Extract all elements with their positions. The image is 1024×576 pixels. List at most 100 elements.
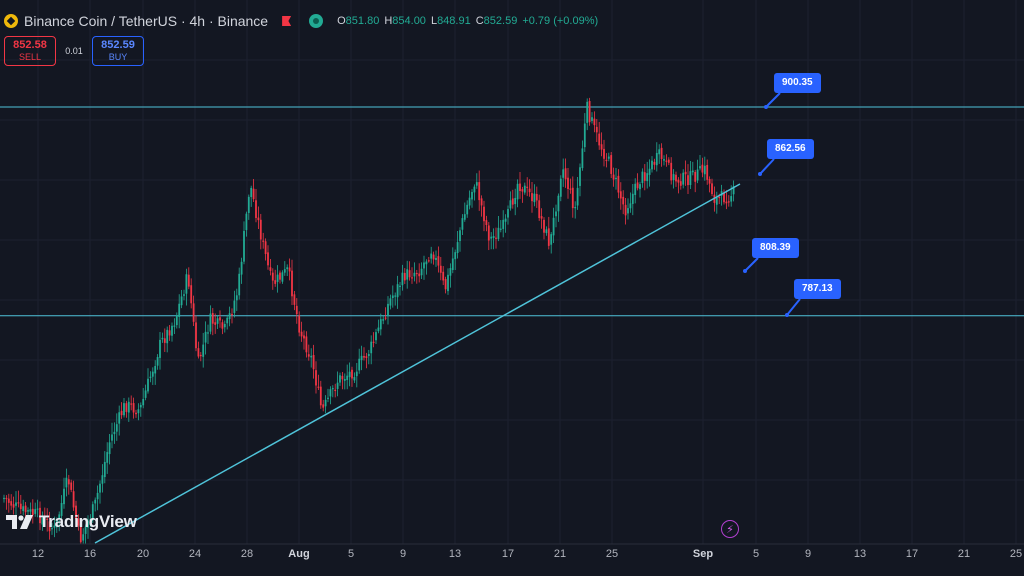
candle-body (159, 339, 161, 358)
candle-body (24, 505, 27, 513)
candle-body (113, 431, 116, 435)
candle-body (267, 252, 269, 266)
candle-body (394, 295, 397, 297)
candle-body (5, 497, 8, 500)
candle-body (334, 389, 337, 392)
candle-body (540, 216, 543, 219)
ohlc-values: O851.80 H854.00 L848.91 C852.59 +0.79 (+… (337, 15, 599, 27)
candle-body (43, 516, 46, 519)
candle-body (89, 518, 92, 522)
candle-body (53, 525, 56, 528)
candle-body (459, 230, 461, 242)
candle-body (401, 272, 404, 286)
symbol-title[interactable]: Binance Coin / TetherUS · 4h · Binance (24, 13, 269, 29)
candle-body (331, 387, 334, 390)
level-anchor-dot (743, 269, 747, 273)
candle-body (694, 171, 697, 182)
watermark-text: TradingView (39, 512, 137, 531)
candle-body (322, 404, 325, 408)
candle-body (732, 186, 735, 195)
candle-body (3, 497, 5, 500)
level-label-862[interactable]: 862.56 (767, 139, 814, 159)
buy-button[interactable]: 852.59 BUY (92, 36, 144, 66)
candle-body (439, 265, 442, 273)
candle-body (55, 519, 58, 528)
candle-body (315, 370, 317, 386)
market-status-icon[interactable] (309, 14, 324, 28)
candle-body (279, 272, 281, 280)
candle-body (163, 338, 166, 343)
candle-body (118, 412, 121, 424)
time-axis-tick: 12 (31, 548, 45, 560)
lightning-icon[interactable]: ⚡ (721, 520, 739, 538)
time-axis-tick: 16 (83, 548, 97, 560)
candle-body (569, 188, 572, 190)
candle-body (252, 188, 255, 200)
candle-body (550, 234, 553, 245)
candle-body (101, 475, 104, 484)
level-label-808[interactable]: 808.39 (752, 238, 799, 258)
candle-body (663, 159, 665, 161)
candle-body (629, 203, 632, 209)
candle-body (531, 193, 533, 202)
candle-body (243, 230, 245, 262)
candle-body (300, 331, 303, 337)
candle-body (507, 209, 509, 218)
candle-body (701, 164, 704, 173)
candle-body (689, 171, 692, 186)
candle-body (377, 327, 380, 332)
candle-body (605, 159, 608, 162)
flag-icon[interactable] (282, 16, 292, 26)
candle-body (19, 503, 22, 510)
candle-body (389, 298, 392, 306)
candle-body (526, 186, 529, 188)
candle-body (231, 313, 233, 316)
candle-body (418, 273, 421, 277)
candle-body (679, 181, 682, 186)
spread-value: 0.01 (65, 46, 83, 56)
candle-body (72, 491, 75, 508)
candle-body (166, 329, 169, 344)
candle-body (75, 505, 77, 520)
candle-body (190, 285, 193, 304)
candle-body (103, 461, 106, 478)
candle-body (226, 317, 229, 324)
candle-body (415, 272, 418, 275)
candle-body (91, 504, 94, 521)
time-axis-tick: Aug (288, 548, 310, 560)
candle-body (96, 492, 99, 500)
candle-body (286, 267, 289, 270)
candle-body (281, 272, 284, 282)
candle-body (411, 277, 413, 279)
level-label-787[interactable]: 787.13 (794, 279, 841, 299)
candle-body (305, 336, 308, 353)
candle-body (708, 178, 711, 184)
candle-body (228, 313, 231, 320)
tradingview-watermark[interactable]: TradingView (6, 512, 137, 532)
candle-body (571, 187, 574, 209)
time-axis-tick: 13 (448, 548, 462, 560)
candle-body (173, 325, 176, 327)
candle-body (471, 192, 473, 200)
level-label-900[interactable]: 900.35 (774, 73, 821, 93)
time-axis-tick: 20 (136, 548, 150, 560)
level-label-pointer (765, 92, 781, 108)
candle-body (533, 193, 536, 203)
level-label-pointer (744, 257, 759, 272)
candle-body (87, 520, 89, 528)
candle-body (303, 335, 305, 339)
candle-body (291, 270, 293, 297)
candle-body (310, 355, 313, 358)
candle-body (408, 270, 411, 278)
candle-body (262, 240, 265, 242)
candle-body (451, 258, 454, 270)
sell-button[interactable]: 852.58 SELL (4, 36, 56, 66)
candle-body (675, 174, 677, 182)
candle-body (646, 173, 649, 182)
candle-body (360, 355, 363, 361)
tradingview-logo-icon (6, 515, 33, 529)
candle-body (7, 498, 10, 503)
candle-body (562, 169, 565, 178)
candle-body (497, 227, 500, 239)
